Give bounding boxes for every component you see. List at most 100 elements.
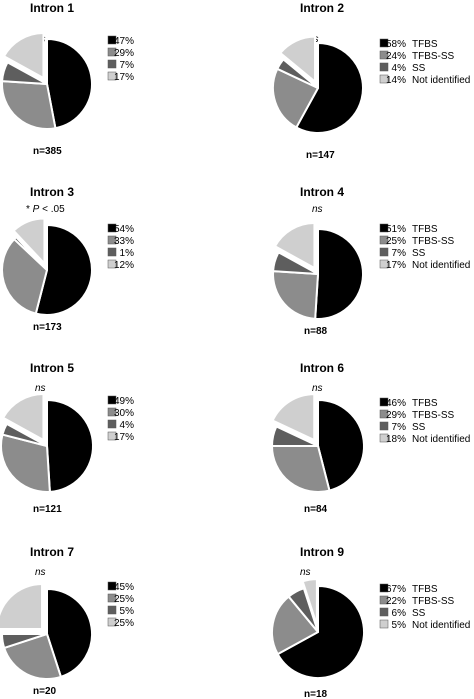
sample-size-label: n=385: [33, 146, 62, 157]
legend-percent: 54%: [114, 224, 134, 235]
legend-percent: 29%: [114, 48, 134, 59]
legend-swatch-1: [379, 38, 389, 48]
legend-swatch-4: [379, 619, 389, 629]
pie-slice-1: [46, 588, 93, 678]
pie-slice-1: [295, 42, 365, 134]
legend-swatch-2: [107, 47, 117, 57]
legend-swatch-2: [379, 235, 389, 245]
pie-slice-3: [272, 251, 319, 275]
pie-slice-3: [1, 61, 48, 85]
legend-swatch-2: [107, 235, 117, 245]
pie-slice-2: [3, 633, 62, 680]
pie-slice-4: [3, 31, 45, 79]
pie-slice-2: [271, 595, 319, 656]
legend-percent: 46%: [386, 398, 406, 409]
legend-percent: 33%: [114, 236, 134, 247]
legend-percent: 49%: [114, 396, 134, 407]
legend-percent: 30%: [114, 408, 134, 419]
legend-percent: 18%: [386, 434, 406, 445]
significance-annotation: ns: [35, 567, 46, 578]
sample-size-label: n=173: [33, 322, 62, 333]
sample-size-label: n=147: [306, 150, 335, 161]
legend-category: SS: [412, 248, 426, 259]
legend-swatch-3: [379, 247, 389, 257]
legend-swatch-3: [379, 607, 389, 617]
legend-category: SS: [412, 608, 426, 619]
legend-category: Not identified: [412, 620, 470, 631]
legend-percent: 51%: [386, 224, 406, 235]
significance-annotation: * P < .05: [26, 204, 65, 215]
pie-slice-4: [12, 217, 46, 265]
legend-swatch-4: [379, 74, 389, 84]
chart-title: Intron 4: [300, 185, 344, 199]
legend-swatch-1: [107, 223, 117, 233]
legend-percent: 25%: [114, 594, 134, 605]
sample-size-label: n=84: [304, 504, 328, 515]
pie-slice-2: [1, 238, 48, 315]
legend-swatch-4: [107, 71, 117, 81]
legend-swatch-4: [379, 259, 389, 269]
pie-slice-3: [276, 58, 319, 89]
legend-category: TFBS: [412, 584, 438, 595]
legend-swatch-2: [379, 595, 389, 605]
legend-category: Not identified: [412, 434, 470, 445]
pie-chart-1: Intron 1ns47%29%7%17%n=385: [1, 1, 134, 157]
pie-slice-3: [271, 425, 319, 447]
legend-category: Not identified: [412, 75, 470, 86]
legend-category: TFBS: [412, 39, 438, 50]
pie-slice-1: [46, 399, 94, 493]
pie-slice-3: [0, 633, 48, 649]
pie-slice-2: [1, 80, 57, 130]
legend-category: TFBS-SS: [412, 51, 455, 62]
legend-percent: 12%: [114, 260, 134, 271]
legend-percent: 14%: [386, 75, 406, 86]
chart-title: Intron 2: [300, 1, 344, 15]
legend-swatch-1: [107, 395, 117, 405]
sample-size-label: n=88: [304, 326, 328, 337]
legend-percent: 67%: [386, 584, 406, 595]
chart-title: Intron 7: [30, 545, 74, 559]
legend-percent: 25%: [386, 236, 406, 247]
legend-swatch-2: [107, 407, 117, 417]
pie-slice-1: [317, 399, 365, 492]
legend-swatch-4: [107, 259, 117, 269]
pie-chart-8: Intron 9 ns 67% TFBS 22% TFBS-SS 6% SS 5% Not ide…: [271, 545, 470, 699]
legend-swatch-3: [107, 419, 117, 429]
annotation-p: P: [33, 204, 40, 215]
legend-swatch-2: [379, 50, 389, 60]
legend-swatch-1: [379, 583, 389, 593]
sample-size-label: n=18: [304, 689, 328, 699]
chart-title: Intron 3: [30, 185, 74, 199]
pie-slice-3: [1, 422, 48, 447]
legend-category: TFBS-SS: [412, 410, 455, 421]
legend-percent: 24%: [386, 51, 406, 62]
pie-chart-5: Intron 5 ns 49%30%4%17% n=121: [0, 361, 134, 515]
pie-slice-2: [0, 433, 51, 493]
legend-percent: 17%: [114, 72, 134, 83]
legend-swatch-2: [379, 409, 389, 419]
pie-slice-1: [276, 585, 365, 679]
legend-swatch-3: [107, 59, 117, 69]
pie-slice-1: [34, 224, 93, 316]
pie-slice-4: [2, 392, 45, 441]
legend-swatch-3: [107, 605, 117, 615]
legend-swatch-1: [107, 581, 117, 591]
legend-category: Not identified: [412, 260, 470, 271]
chart-title: Intron 5: [30, 361, 74, 375]
significance-annotation: ns: [300, 567, 311, 578]
significance-annotation: ns: [312, 204, 323, 215]
significance-annotation: ns: [35, 383, 46, 394]
legend-swatch-1: [379, 223, 389, 233]
chart-title: Intron 6: [300, 361, 344, 375]
legend-swatch-4: [107, 617, 117, 627]
legend-category: SS: [412, 63, 426, 74]
legend-percent: 29%: [386, 410, 406, 421]
pie-slice-4: [301, 578, 318, 627]
legend-percent: 22%: [386, 596, 406, 607]
pie-slice-3: [287, 587, 319, 633]
legend-swatch-3: [379, 421, 389, 431]
pie-chart-4: Intron 4 ns 51% TFBS 25% TFBS-SS 7% SS 17% Not id…: [272, 185, 470, 337]
